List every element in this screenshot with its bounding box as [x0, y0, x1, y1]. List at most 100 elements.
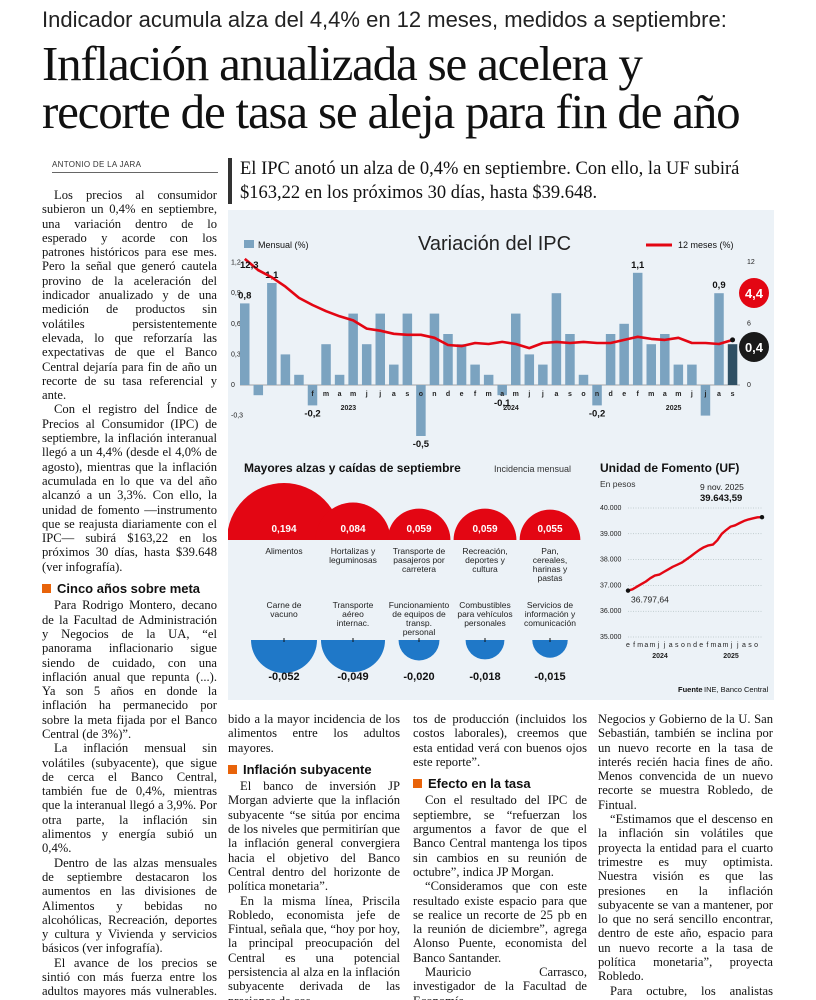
caida-half-circle [251, 640, 317, 673]
bar-value-label: 1,1 [631, 260, 645, 271]
ipc-bar [334, 374, 345, 385]
month-label: e [460, 391, 464, 398]
ipc-bar [619, 323, 629, 385]
uf-ylabel: En pesos [600, 479, 635, 489]
infographic: Variación del IPC Mensual (%) 12 meses (%)… [227, 210, 774, 700]
alza-half-circle [315, 502, 391, 540]
uf-month-label: j [657, 642, 660, 649]
month-label: e [622, 391, 626, 398]
uf-title: Unidad de Fomento (UF) [600, 461, 739, 475]
caida-category: Servicios de información y comunicación [524, 600, 576, 628]
paragraph: Los precios al consumidor subieron un 0,… [42, 188, 217, 403]
caida-value: -0,015 [534, 671, 565, 683]
ipc-bar [524, 354, 535, 385]
uf-month-label: j [736, 642, 739, 649]
month-label: s [731, 391, 735, 398]
uf-end-marker [759, 514, 765, 520]
alza-half-circle [453, 508, 517, 540]
month-label: a [717, 391, 721, 398]
legend-label: 12 meses (%) [678, 240, 734, 250]
uf-month-label: d [693, 642, 697, 649]
alza-value: 0,055 [537, 524, 562, 535]
paragraph: Negocios y Gobierno de la U. San Sebasti… [598, 712, 773, 812]
bar-value-label: -0,2 [589, 408, 605, 419]
month-label: f [637, 391, 640, 398]
byline-rule [52, 172, 218, 173]
bar-value-label: 0,8 [238, 290, 251, 301]
ipc-bar [280, 354, 291, 385]
uf-tick-label: 35.000 [600, 634, 622, 641]
uf-year-label: 2025 [723, 653, 739, 660]
month-label: j [365, 391, 368, 398]
ipc-bar [389, 364, 399, 385]
ipc-bar [700, 385, 711, 416]
month-label: d [608, 391, 612, 398]
uf-end-date: 9 nov. 2025 [700, 482, 744, 492]
paragraph: En la misma línea, Priscila Robledo, eco… [228, 893, 400, 1000]
section-title: Inflación subyacente [243, 761, 372, 777]
alza-value: 0,084 [340, 524, 365, 535]
ipc-bar [402, 313, 413, 385]
uf-tick-label: 38.000 [600, 557, 622, 564]
month-label: a [500, 391, 504, 398]
month-label: f [474, 391, 477, 398]
article-column-4: Negocios y Gobierno de la U. San Sebasti… [598, 712, 773, 1000]
headline: Inflación anualizada se acelera y recort… [42, 39, 812, 136]
article-column-3: tos de producción (incluidos los costos … [413, 712, 587, 1000]
caida-category: Transporte aéreo internac. [333, 600, 374, 628]
ipc-bar [646, 344, 656, 385]
paragraph: La inflación mensual sin volátiles (suby… [42, 741, 217, 856]
alza-value: 0,194 [271, 524, 296, 535]
paragraph: Para Rodrigo Montero, decano de la Facul… [42, 598, 217, 741]
uf-month-label: j [730, 642, 733, 649]
line-start-label: 12,3 [240, 260, 259, 271]
month-label: n [595, 391, 599, 398]
ipc-chart: Variación del IPC Mensual (%) 12 meses (%)… [231, 233, 769, 450]
month-label: n [432, 391, 436, 398]
source-label: Fuente [678, 685, 703, 694]
uf-month-label: s [675, 642, 679, 649]
uf-month-label: m [637, 642, 643, 649]
alza-half-circle [227, 483, 341, 540]
uf-start-marker [625, 588, 631, 593]
alza-value: 0,059 [472, 524, 497, 535]
ipc-bar [253, 385, 264, 396]
ipc-bar [565, 334, 575, 385]
alza-value: 0,059 [406, 524, 431, 535]
alza-category: Alimentos [265, 546, 302, 556]
ipc-bar [470, 364, 480, 385]
caida-half-circle [465, 640, 505, 660]
ipc-bar [348, 313, 358, 385]
uf-year-label: 2024 [652, 653, 668, 660]
byline: ANTONIO DE LA JARA [52, 160, 142, 169]
ipc-bar [443, 334, 453, 385]
left-tick-label: -0,3 [231, 413, 243, 420]
caida-value: -0,018 [469, 671, 500, 683]
bar-value-label: -0,1 [494, 398, 511, 409]
ipc-bar [361, 344, 372, 385]
caida-half-circle [320, 640, 386, 673]
year-label: 2025 [666, 405, 682, 412]
deck: El IPC anotó un alza de 0,4% en septiemb… [240, 159, 740, 203]
caida-half-circle [532, 640, 568, 658]
ipc-title: Variación del IPC [418, 233, 571, 255]
ipc-bar [307, 385, 318, 406]
month-label: a [663, 391, 667, 398]
paragraph: bido a la mayor incidencia de los alimen… [228, 712, 400, 755]
ipc-bar [497, 385, 507, 396]
left-tick-label: 0 [231, 382, 235, 389]
month-label: f [311, 391, 314, 398]
uf-month-label: e [626, 642, 630, 649]
left-tick-label: 1,2 [231, 260, 241, 267]
ipc-bar [551, 293, 562, 385]
month-label: m [675, 391, 681, 398]
caida-value: -0,052 [268, 671, 299, 683]
bar-value-label: 1,1 [265, 270, 279, 281]
legend-label: Mensual (%) [258, 240, 309, 250]
paragraph: Con el registro del Índice de Precios al… [42, 402, 217, 574]
left-tick-label: 0,9 [231, 290, 241, 297]
uf-start-label: 36.797,64 [631, 595, 669, 605]
uf-month-label: f [633, 642, 635, 649]
paragraph: “Consideramos que con este resultado exi… [413, 879, 587, 965]
bar-end-badge [739, 332, 769, 362]
